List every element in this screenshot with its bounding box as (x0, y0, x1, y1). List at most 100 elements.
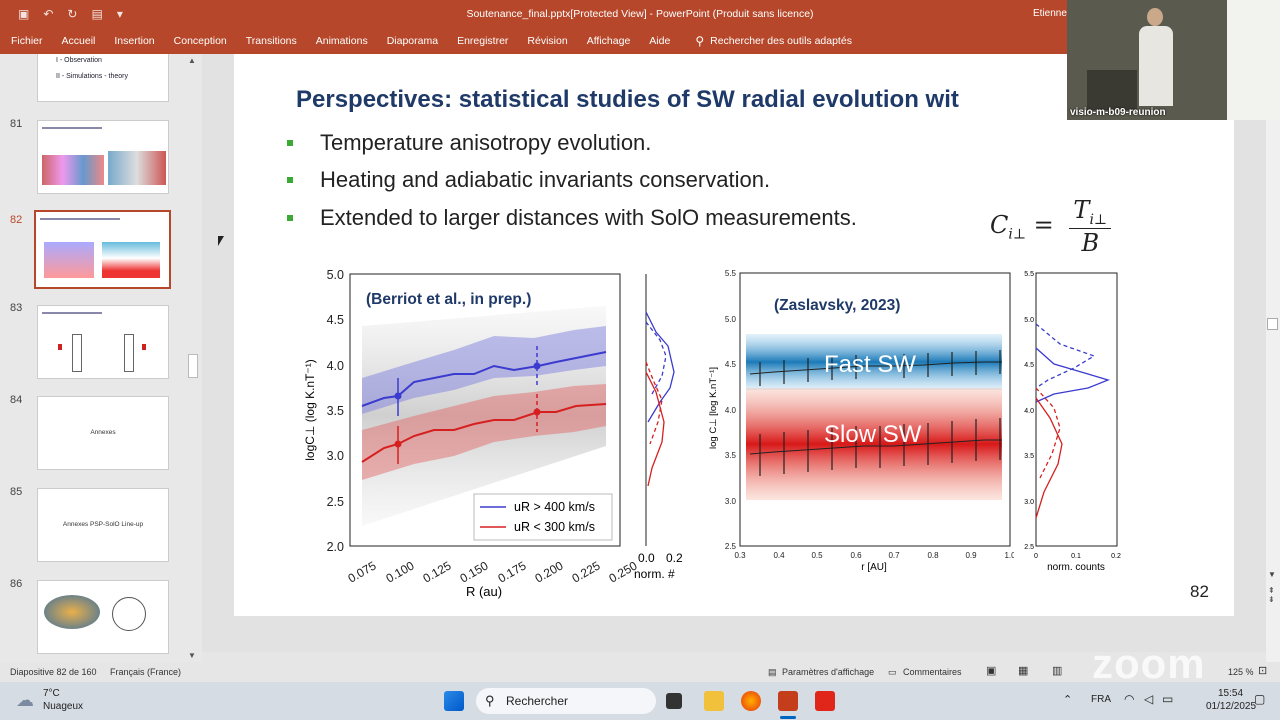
volume-icon[interactable]: ◁ (1144, 692, 1154, 706)
scroll-down-icon[interactable]: ▼ (1268, 570, 1276, 579)
undo-icon[interactable]: ↶ (43, 7, 54, 21)
tray-overflow-icon[interactable]: ⌃ (1063, 694, 1073, 706)
slow-median-line (749, 439, 1002, 455)
acrobat-icon[interactable] (815, 691, 835, 711)
editor-scrollbar[interactable]: ▼ ⇞ ⇟ (1266, 54, 1280, 662)
thumb-figure (112, 597, 146, 631)
bullet-3[interactable]: Extended to larger distances with SolO m… (320, 205, 857, 230)
thumb-figure (108, 151, 166, 185)
fit-slide-icon[interactable]: ⊡ (1258, 665, 1268, 677)
comments-button[interactable]: Commentaires (903, 667, 962, 677)
tab-diaporama[interactable]: Diaporama (386, 35, 439, 47)
save-icon[interactable]: ▣ (18, 7, 30, 21)
tab-aide[interactable]: Aide (649, 35, 671, 47)
thumbnail-83[interactable] (37, 305, 169, 379)
tab-insertion[interactable]: Insertion (114, 35, 155, 47)
weather-icon: ☁ (16, 690, 34, 710)
left-figure[interactable]: (Berriot et al., in prep.) 5.0 4.5 4.0 3… (294, 266, 694, 612)
video-feed[interactable]: visio-m-b09-reunion (1067, 0, 1280, 120)
language-status[interactable]: Français (France) (110, 667, 182, 677)
right-xtick: 0.5 (811, 551, 823, 560)
thumb-line: I - Observation (56, 57, 102, 64)
normal-view-icon[interactable]: ▣ (986, 665, 997, 677)
tab-affichage[interactable]: Affichage (586, 35, 631, 47)
prev-next-slide-icon[interactable]: ⇞ ⇟ (1268, 586, 1275, 604)
user-name[interactable]: Etienne (1033, 8, 1067, 19)
battery-icon[interactable]: ▭ (1162, 692, 1174, 706)
scroll-down-icon[interactable]: ▼ (188, 651, 196, 660)
display-settings-button[interactable]: Paramètres d'affichage (782, 667, 875, 677)
weather-temp[interactable]: 7°C (43, 688, 60, 699)
task-view-icon[interactable] (666, 693, 682, 709)
fast-hist-dashed (1035, 323, 1096, 389)
slide-canvas[interactable]: Perspectives: statistical studies of SW … (234, 54, 1234, 616)
thumbnail-85[interactable]: Annexes PSP-SolO Line-up (37, 488, 169, 562)
right-ylabel: log C⊥ [log K.nT⁻¹] (708, 367, 719, 449)
redo-icon[interactable]: ↻ (67, 7, 78, 21)
fast-hist-dashed (645, 321, 667, 395)
slow-errorbars (759, 418, 1001, 476)
right-ytick: 3.5 (725, 451, 737, 460)
left-ytick: 2.0 (327, 540, 344, 554)
right-figure[interactable]: (Zaslavsky, 2023) Fast SW Slow SW 5.5 5.… (704, 268, 1014, 578)
thumbnail-80[interactable]: I - Observation II - Simulations - theor… (37, 54, 169, 102)
scroll-up-icon[interactable]: ▲ (188, 56, 196, 65)
thumbnail-82-selected[interactable] (34, 210, 171, 289)
thumbnail-81[interactable] (37, 120, 169, 194)
right-hist-ytick: 3.5 (1024, 453, 1034, 460)
left-xtick: 0.100 (383, 558, 416, 585)
fast-density (746, 334, 1002, 390)
slow-marker (533, 408, 541, 416)
input-language[interactable]: FRA (1091, 694, 1111, 705)
right-xtick: 0.9 (965, 551, 977, 560)
bullet-2[interactable]: Heating and adiabatic invariants conserv… (320, 167, 771, 192)
left-xtick: 0.125 (420, 558, 453, 585)
formula[interactable]: Ci⊥ = Ti⊥ B (990, 196, 1112, 257)
right-hist-xtick: 0.2 (1111, 553, 1121, 560)
file-explorer-icon[interactable] (704, 691, 724, 711)
taskbar-search[interactable]: ⚲ Rechercher (476, 688, 656, 714)
formula-eq: = (1033, 210, 1054, 239)
tab-accueil[interactable]: Accueil (61, 35, 96, 47)
tab-conception[interactable]: Conception (173, 35, 227, 47)
fast-sw-label: Fast SW (824, 351, 916, 378)
powerpoint-icon[interactable] (778, 691, 798, 711)
thumb-text-block (42, 312, 102, 330)
windows-start-icon[interactable] (444, 691, 464, 711)
quick-access-toolbar: ▣ ↶ ↻ ▤ ▾ (18, 7, 123, 21)
tab-fichier[interactable]: Fichier (11, 35, 43, 47)
weather-desc[interactable]: Nuageux (43, 701, 84, 712)
thumbnail-84[interactable]: Annexes (37, 396, 169, 470)
slow-sw-label: Slow SW (824, 421, 922, 448)
right-ytick: 5.0 (725, 315, 737, 324)
bullet-1[interactable]: Temperature anisotropy evolution. (320, 130, 652, 155)
mouse-cursor (218, 236, 224, 246)
scrollbar-thumb[interactable] (188, 354, 198, 378)
tab-enregistrer[interactable]: Enregistrer (457, 35, 509, 47)
video-window-light (1227, 0, 1280, 120)
ribbon-search[interactable]: Rechercher des outils adaptés (710, 35, 852, 47)
thumbnail-number: 84 (10, 394, 23, 406)
right-hist-xtick: 0.1 (1071, 553, 1081, 560)
notifications-icon[interactable]: ▢ (1254, 692, 1266, 706)
thumbnail-number: 85 (10, 486, 23, 498)
scrollbar-thumb[interactable] (1267, 318, 1278, 330)
tab-animations[interactable]: Animations (315, 35, 368, 47)
slide-title[interactable]: Perspectives: statistical studies of SW … (296, 86, 959, 113)
customize-qat-icon[interactable]: ▾ (116, 7, 123, 21)
zoom-level[interactable]: 125 % (1228, 667, 1254, 677)
reading-view-icon[interactable]: ▥ (1052, 665, 1063, 677)
firefox-icon[interactable] (741, 691, 761, 711)
thumbnail-scrollbar[interactable]: ▲ ▼ (186, 54, 200, 662)
slide-sorter-icon[interactable]: ▦ (1018, 665, 1029, 677)
clock-date[interactable]: 01/12/2025 (1206, 701, 1257, 712)
thumbnail-86[interactable] (37, 580, 169, 654)
right-hist-ytick: 4.5 (1024, 362, 1034, 369)
right-hist-xtick: 0 (1034, 553, 1038, 560)
tab-transitions[interactable]: Transitions (245, 35, 297, 47)
tab-revision[interactable]: Révision (527, 35, 568, 47)
wifi-icon[interactable]: ◠ (1124, 692, 1135, 706)
present-icon[interactable]: ▤ (91, 7, 103, 21)
clock-time[interactable]: 15:54 (1218, 688, 1244, 699)
thumb-line: II - Simulations - theory (56, 73, 128, 80)
